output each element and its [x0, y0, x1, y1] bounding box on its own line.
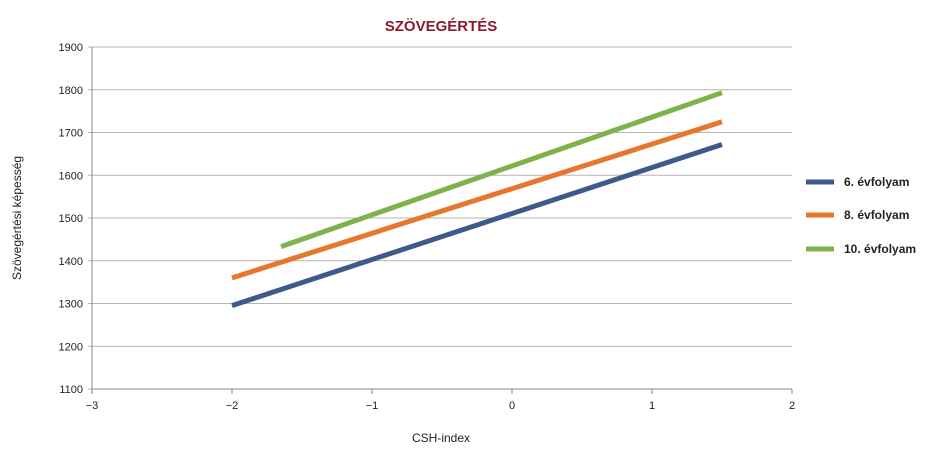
series-line-2 [231, 119, 723, 281]
legend-label-2: 8. évfolyam [844, 208, 909, 222]
y-tick-label-1100: 1100 [59, 384, 83, 396]
x-tick-label-5: 2 [789, 400, 795, 412]
y-tick-label-1200: 1200 [59, 341, 83, 353]
x-tick-label-0: −3 [86, 400, 99, 412]
y-tick-labels: 1100 1200 1300 1400 1500 1600 1700 1800 1900 [59, 42, 83, 396]
y-tick-label-1800: 1800 [59, 85, 83, 97]
y-tick-label-1900: 1900 [59, 42, 83, 54]
x-tick-label-2: −1 [366, 400, 379, 412]
chart-title: SZÖVEGÉRTÉS [385, 18, 498, 35]
x-tick-labels: −3 −2 −1 0 1 2 [86, 400, 795, 412]
legend-label-3: 10. évfolyam [844, 242, 916, 256]
y-tick-label-1500: 1500 [59, 213, 83, 225]
series-line-1 [231, 142, 723, 308]
grid-lines [88, 46, 792, 390]
y-tick-label-1600: 1600 [59, 170, 83, 182]
y-tick-label-1700: 1700 [59, 128, 83, 140]
series-lines [231, 90, 723, 308]
x-tick-label-3: 0 [509, 400, 515, 412]
axes [91, 47, 793, 394]
y-tick-label-1300: 1300 [59, 299, 83, 311]
x-tick-label-1: −2 [226, 400, 239, 412]
y-axis-title: Szövegértési képesség [10, 156, 24, 280]
series-line-3 [280, 90, 723, 249]
legend: 6. évfolyam 8. évfolyam 10. évfolyam [806, 175, 916, 256]
y-tick-label-1400: 1400 [59, 256, 83, 268]
x-axis-title: CSH-index [412, 431, 470, 445]
legend-label-1: 6. évfolyam [844, 175, 909, 189]
x-tick-label-4: 1 [649, 400, 655, 412]
